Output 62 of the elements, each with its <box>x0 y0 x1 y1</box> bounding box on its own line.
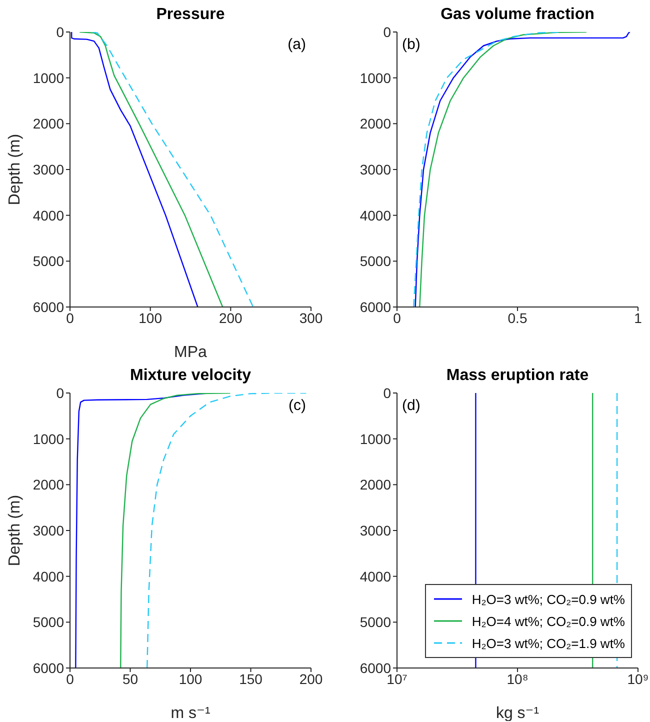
x-tick-label: 200 <box>299 670 323 687</box>
x-tick-label: 10⁸ <box>506 670 528 687</box>
y-tick-label: 1000 <box>32 430 64 447</box>
y-tick-label: 4000 <box>360 568 392 584</box>
y-tick-label: 3000 <box>360 522 392 538</box>
y-tick-label: 4000 <box>360 207 392 224</box>
x-tick-label: 0 <box>393 310 402 326</box>
y-tick-label: 4000 <box>32 568 64 584</box>
y-tick-label: 2000 <box>360 476 392 493</box>
y-axis-title: Depth (m) <box>6 494 24 566</box>
line-series <box>419 32 588 307</box>
x-tick-label: 0 <box>66 670 74 687</box>
x-tick-label: 10⁹ <box>627 670 649 687</box>
y-tick-label: 0 <box>383 384 392 401</box>
y-tick-label: 2000 <box>32 476 64 493</box>
x-tick-label: 100 <box>178 670 202 687</box>
legend-label: H₂O=4 wt%; CO₂=0.9 wt% <box>472 614 625 628</box>
y-tick-label: 2000 <box>360 116 392 132</box>
y-tick-label: 5000 <box>360 614 392 630</box>
x-tick-label: 1 <box>634 310 642 326</box>
x-axis-title: MPa <box>174 344 208 361</box>
legend-label: H₂O=3 wt%; CO₂=0.9 wt% <box>472 592 625 606</box>
annotation: (b) <box>402 36 420 53</box>
y-tick-label: 3000 <box>360 161 392 178</box>
y-tick-label: 2000 <box>32 116 64 132</box>
legend-label: H₂O=3 wt%; CO₂=1.9 wt% <box>472 636 625 650</box>
y-tick-label: 6000 <box>360 298 392 315</box>
y-tick-label: 1000 <box>360 430 392 447</box>
x-axis-title: kg s⁻¹ <box>496 705 540 722</box>
y-tick-label: 0 <box>56 384 64 401</box>
chart-title: Gas volume fraction <box>440 6 596 24</box>
y-tick-label: 3000 <box>32 161 64 178</box>
x-axis-title: m s⁻¹ <box>170 705 210 722</box>
y-axis-title: Depth (m) <box>6 134 24 206</box>
y-tick-label: 5000 <box>360 253 392 270</box>
line-series <box>79 32 224 307</box>
line-series <box>146 393 307 668</box>
x-tick-label: 0.5 <box>508 310 528 326</box>
chart-title: Mixture velocity <box>129 367 252 385</box>
y-tick-label: 6000 <box>32 660 64 676</box>
x-tick-label: 150 <box>239 670 263 687</box>
x-tick-label: 300 <box>299 310 323 326</box>
y-tick-label: 4000 <box>32 207 64 224</box>
x-tick-label: 200 <box>218 310 243 326</box>
chart-title: Pressure <box>155 6 226 24</box>
y-tick-label: 5000 <box>32 253 64 270</box>
y-tick-label: 0 <box>56 24 64 40</box>
line-series <box>120 393 231 668</box>
y-tick-label: 1000 <box>360 70 392 86</box>
line-series <box>92 32 254 307</box>
chart-title: Mass eruption rate <box>445 367 590 385</box>
x-tick-label: 0 <box>66 310 74 326</box>
x-tick-label: 100 <box>138 310 162 326</box>
y-tick-label: 5000 <box>32 614 64 630</box>
y-tick-label: 3000 <box>32 522 64 538</box>
y-tick-label: 0 <box>383 24 392 40</box>
annotation: (a) <box>288 36 306 53</box>
y-tick-label: 1000 <box>32 70 64 86</box>
annotation: (d) <box>402 397 420 414</box>
y-tick-label: 6000 <box>32 298 64 315</box>
x-tick-label: 50 <box>122 670 138 687</box>
annotation: (c) <box>288 397 306 414</box>
